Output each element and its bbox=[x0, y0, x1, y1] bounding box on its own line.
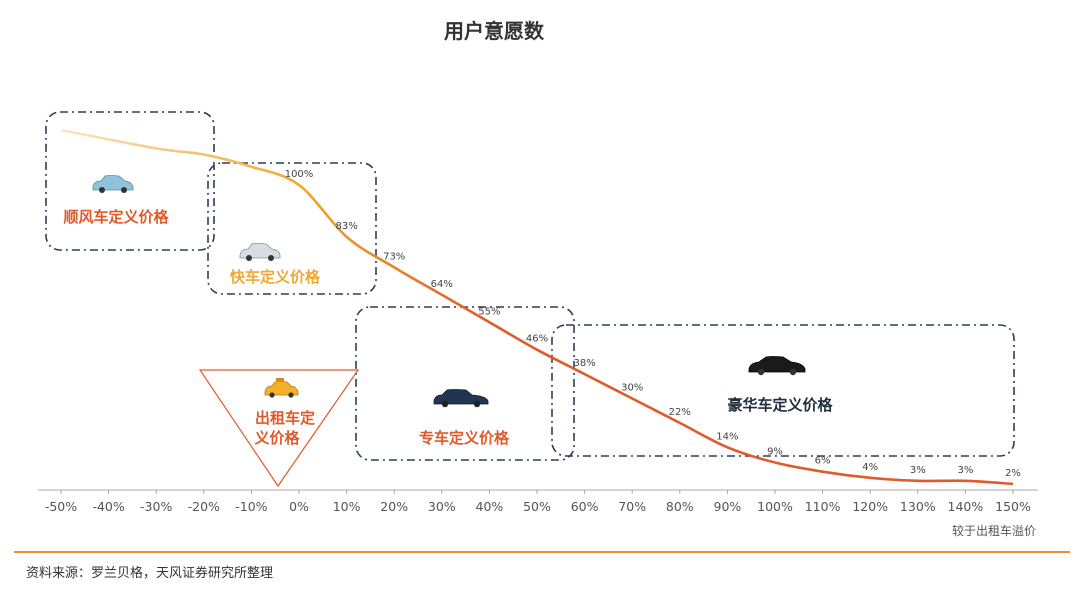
zone-boxes bbox=[45, 111, 1015, 488]
zone-label-zhuanche: 专车定义价格 bbox=[419, 429, 510, 447]
data-label: 100% bbox=[285, 169, 314, 180]
x-tick-label: 10% bbox=[333, 499, 361, 514]
x-tick-label: 20% bbox=[380, 499, 408, 514]
data-label: 14% bbox=[716, 431, 738, 442]
x-axis-ticks: -50% -40% -30% -20% -10% 0% 10% 20% 30% 40% 50% 60%… bbox=[45, 490, 1031, 514]
data-label: 30% bbox=[621, 383, 643, 394]
data-labels: 100% 83% 73% 64% 55% 46% 38% 30% 22% 14% 9% 6% 4% 3% 3… bbox=[285, 169, 1021, 479]
x-tick-label: 110% bbox=[805, 499, 841, 514]
data-label: 6% bbox=[815, 456, 831, 467]
x-tick-label: -20% bbox=[188, 499, 220, 514]
x-tick-label: 40% bbox=[476, 499, 504, 514]
car-black-icon bbox=[748, 356, 806, 376]
data-label: 3% bbox=[910, 465, 926, 476]
data-label: 4% bbox=[862, 462, 878, 473]
x-tick-label: -40% bbox=[92, 499, 124, 514]
car-silver-icon bbox=[239, 243, 281, 261]
car-dark-blue-icon bbox=[433, 389, 489, 408]
x-unit-label: 较于出租车溢价 bbox=[952, 523, 1036, 538]
zone-label-taxi-line2: 义价格 bbox=[254, 429, 300, 447]
x-tick-label: 90% bbox=[714, 499, 742, 514]
x-tick-label: 60% bbox=[571, 499, 599, 514]
taxi-icon bbox=[264, 378, 299, 398]
zone-label-kuaiche: 快车定义价格 bbox=[230, 268, 321, 286]
x-tick-label: -50% bbox=[45, 499, 77, 514]
data-label: 22% bbox=[669, 407, 691, 418]
zone-triangle-taxi bbox=[198, 369, 360, 488]
data-label: 9% bbox=[767, 447, 783, 458]
zone-label-taxi-line1: 出租车定 bbox=[255, 409, 315, 427]
x-tick-label: 50% bbox=[523, 499, 551, 514]
x-tick-label: -10% bbox=[235, 499, 267, 514]
zone-box-haohua bbox=[551, 324, 1015, 457]
data-label: 73% bbox=[383, 251, 405, 262]
zone-box-shunfeng bbox=[45, 111, 215, 251]
x-tick-label: 150% bbox=[995, 499, 1031, 514]
zone-label-haohua: 豪华车定义价格 bbox=[727, 396, 833, 414]
car-light-blue-icon bbox=[92, 175, 134, 193]
series-line bbox=[60, 128, 1014, 486]
x-tick-label: 130% bbox=[900, 499, 936, 514]
source-note: 资料来源：罗兰贝格，天风证券研究所整理 bbox=[26, 566, 274, 581]
x-tick-label: 70% bbox=[618, 499, 646, 514]
x-tick-label: 100% bbox=[757, 499, 793, 514]
data-label: 83% bbox=[335, 221, 357, 232]
data-label: 2% bbox=[1005, 468, 1021, 479]
x-tick-label: 30% bbox=[428, 499, 456, 514]
data-label: 38% bbox=[573, 358, 595, 369]
zone-label-shunfeng: 顺风车定义价格 bbox=[63, 208, 169, 226]
data-label: 64% bbox=[431, 279, 453, 290]
data-label: 46% bbox=[526, 334, 548, 345]
x-tick-label: 80% bbox=[666, 499, 694, 514]
data-label: 3% bbox=[957, 465, 973, 476]
x-tick-label: 0% bbox=[289, 499, 309, 514]
x-tick-label: 120% bbox=[852, 499, 888, 514]
x-tick-label: 140% bbox=[948, 499, 984, 514]
data-label: 55% bbox=[478, 306, 500, 317]
x-tick-label: -30% bbox=[140, 499, 172, 514]
footer-divider bbox=[14, 551, 1070, 553]
chart-title: 用户意愿数 bbox=[444, 19, 545, 43]
